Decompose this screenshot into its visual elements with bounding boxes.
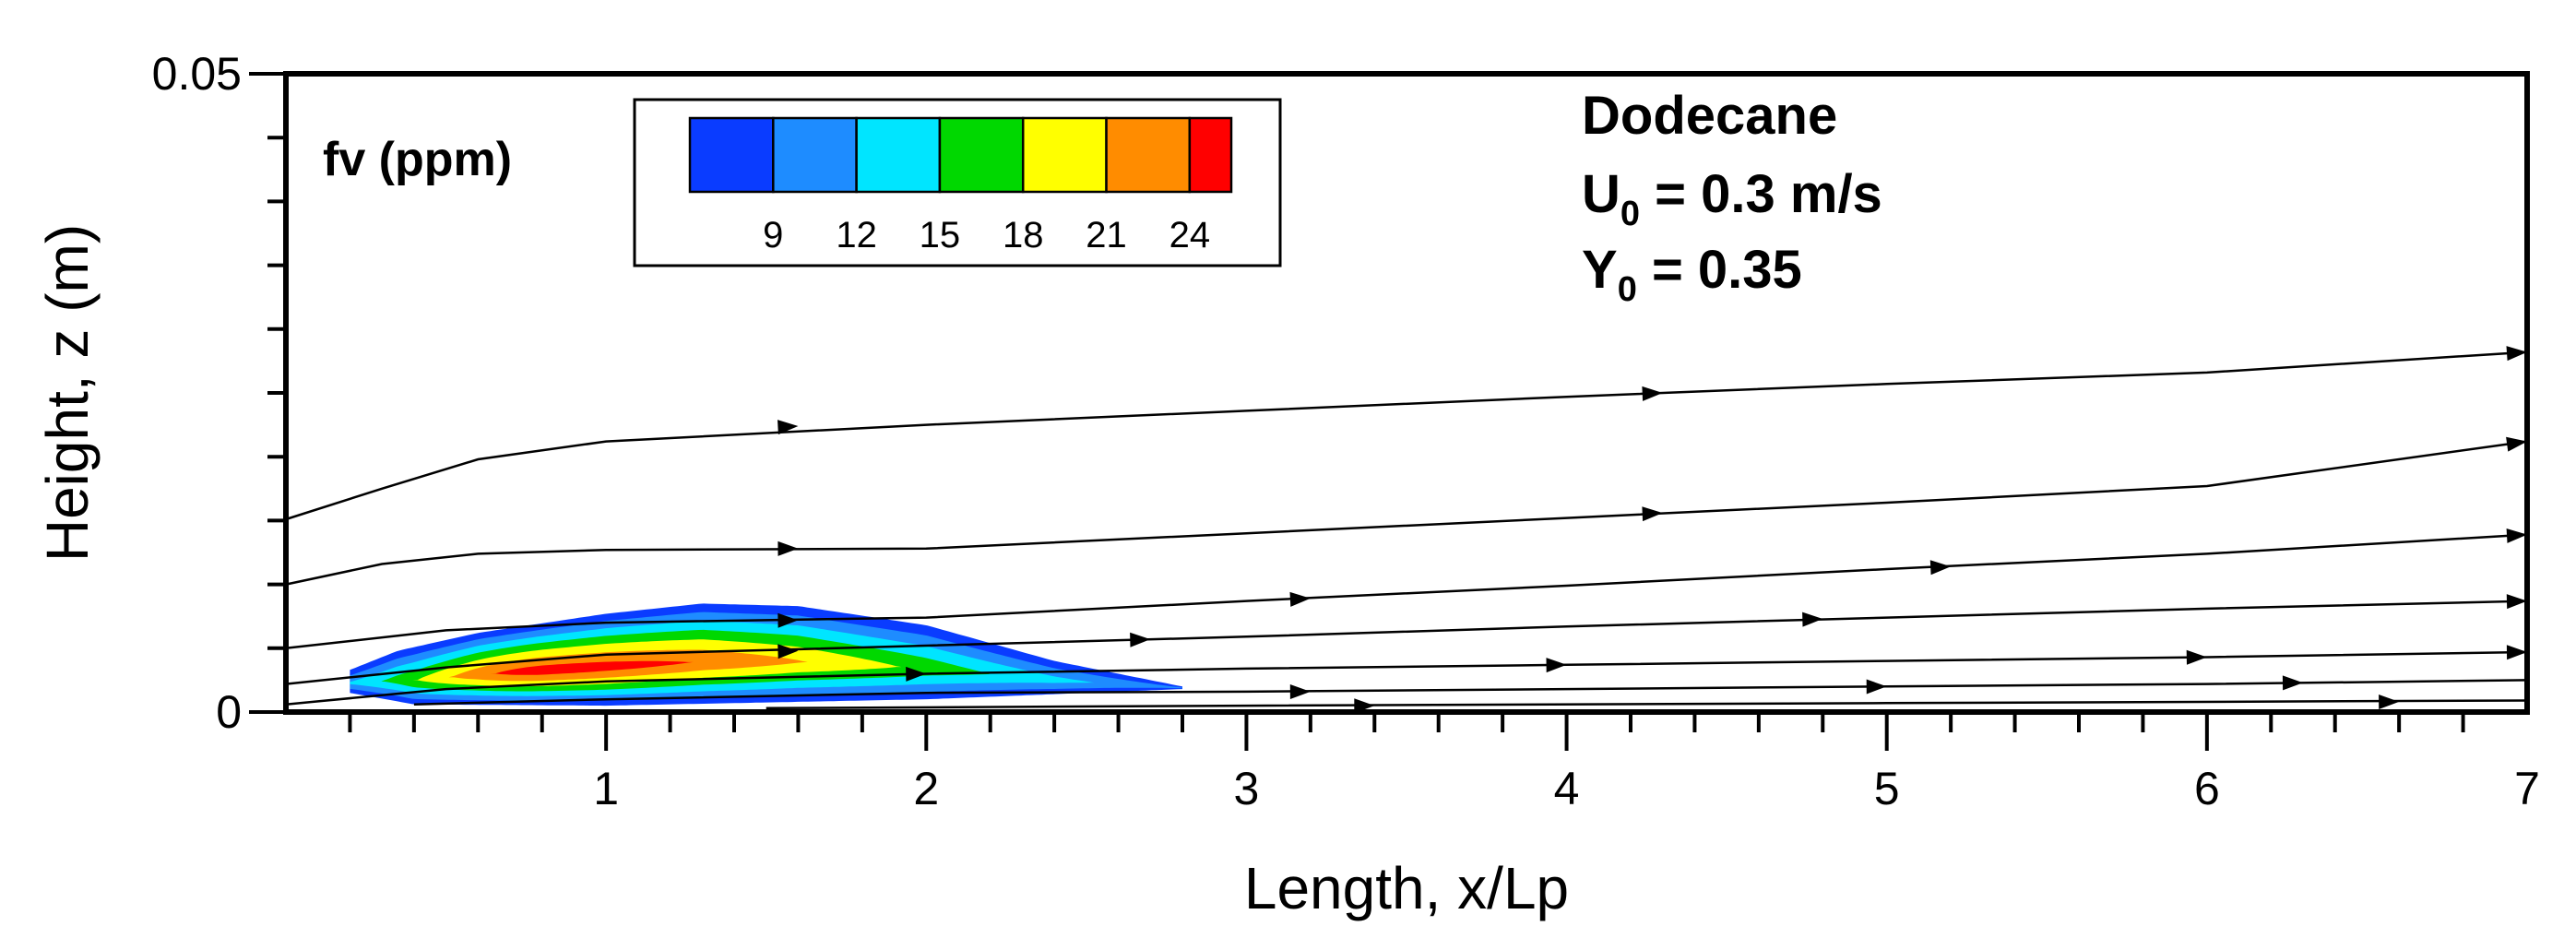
streamline-arrow (2506, 594, 2527, 610)
streamline-arrow (1642, 506, 1663, 522)
streamline-arrow (2506, 528, 2527, 543)
streamline (285, 600, 2528, 685)
streamline-arrow (1866, 679, 1887, 695)
axes: 1 2 3 4 5 6 700.05 (152, 48, 2540, 814)
x-tick-label: 6 (2194, 763, 2220, 814)
legend-swatch (1105, 116, 1192, 194)
x-tick-label: 7 (2514, 763, 2540, 814)
legend-swatch (855, 116, 942, 194)
streamline-arrow (1929, 560, 1952, 576)
streamline (413, 679, 2528, 706)
streamline (285, 650, 2528, 706)
streamline-arrow (778, 612, 799, 628)
streamline-arrow (1289, 591, 1311, 607)
legend-tick-labels: 9 12 15 18 21 24 (763, 215, 1210, 255)
velocity-label: U0 = 0.3 m/s (1582, 164, 1882, 233)
streamline-arrow (1130, 632, 1151, 647)
legend-swatch (1021, 116, 1108, 194)
legend-tick-label: 9 (763, 215, 783, 255)
streamline-arrow (2379, 695, 2400, 709)
fuel-label: Dodecane (1582, 86, 1837, 146)
mass-fraction-label: Y0 = 0.35 (1582, 240, 1802, 309)
legend-swatch (772, 116, 858, 194)
streamlines (285, 346, 2528, 714)
streamline-arrow (2506, 645, 2527, 660)
mass-fraction-subscript: 0 (1618, 270, 1637, 309)
legend-tick-label: 18 (1003, 215, 1044, 255)
x-tick-label: 2 (913, 763, 939, 814)
colorbar-legend: fv (ppm) 9 12 15 18 21 24 (323, 98, 1282, 267)
streamline-arrow (778, 420, 799, 435)
y-tick-label: 0 (216, 686, 242, 738)
streamline-arrow (1642, 386, 1663, 401)
streamline-arrow (1802, 612, 1823, 627)
x-axis-title: Length, x/Lp (1244, 855, 1569, 921)
streamline (285, 350, 2528, 521)
y-tick-label: 0.05 (152, 48, 242, 100)
x-tick-label: 3 (1234, 763, 1260, 814)
legend-swatches (688, 116, 1233, 194)
legend-tick-label: 15 (920, 215, 961, 255)
streamline-arrow (906, 666, 927, 682)
mass-fraction-value: = 0.35 (1637, 240, 1802, 300)
velocity-value: = 0.3 m/s (1640, 164, 1882, 224)
legend-swatch (1188, 116, 1233, 194)
legend-tick-label: 12 (836, 215, 877, 255)
legend-swatch (938, 116, 1025, 194)
streamline (285, 440, 2528, 586)
streamline-arrow (1546, 658, 1567, 673)
legend-tick-label: 24 (1169, 215, 1211, 255)
streamline-arrow (2186, 649, 2207, 665)
streamline-arrow (2506, 436, 2527, 452)
streamline (766, 699, 2528, 710)
legend-swatch (688, 116, 775, 194)
legend-title: fv (ppm) (323, 133, 512, 186)
velocity-symbol: U (1582, 164, 1620, 224)
soot-contour-fill (350, 603, 1182, 707)
streamline-arrow (1289, 684, 1311, 699)
streamline-arrow (2282, 675, 2303, 691)
velocity-subscript: 0 (1620, 195, 1640, 233)
condition-annotation: Dodecane U0 = 0.3 m/s Y0 = 0.35 (1582, 86, 1882, 309)
streamline (285, 533, 2528, 650)
streamline-arrow (778, 540, 799, 556)
mass-fraction-symbol: Y (1582, 240, 1618, 300)
legend-tick-label: 21 (1086, 215, 1127, 255)
x-tick-label: 5 (1874, 763, 1900, 814)
streamline-arrow (2506, 346, 2527, 362)
soot-contour-band (350, 660, 1182, 688)
streamline-arrow (778, 644, 799, 659)
x-tick-label: 4 (1554, 763, 1580, 814)
x-tick-label: 1 (593, 763, 619, 814)
y-axis-title: Height, z (m) (34, 224, 101, 562)
